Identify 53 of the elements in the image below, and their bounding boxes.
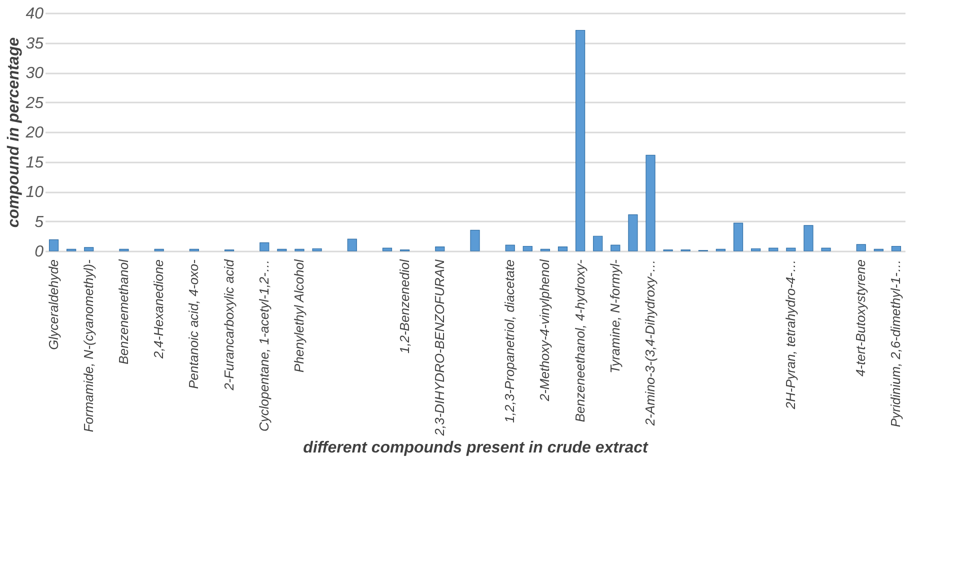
y-tick-label: 35 (26, 35, 44, 52)
x-axis-title: different compounds present in crude extract (303, 440, 648, 457)
x-tick-label: 2-Furancarboxylic acid (221, 258, 236, 392)
bar (751, 248, 761, 252)
bar (48, 239, 59, 252)
x-tick-label: Glyceraldehyde (46, 260, 61, 350)
bar (347, 238, 357, 252)
x-tick-label: 4-tert-Butoxystyrene (853, 260, 868, 377)
bar (84, 247, 94, 252)
x-tick-label: Phenylethyl Alcohol (291, 258, 306, 372)
bar (382, 248, 392, 252)
x-tick-label: 2-Amino-3-(3,4-Dihydroxy-… (642, 260, 658, 427)
bar (821, 248, 831, 252)
y-tick-label: 15 (26, 154, 44, 172)
bar (593, 236, 603, 252)
y-tick-label: 0 (34, 244, 44, 260)
bar (856, 244, 866, 252)
bar (260, 242, 270, 252)
bar (786, 248, 796, 252)
bar (610, 244, 620, 252)
x-tick-label: Pentanoic acid, 4-oxo- (186, 258, 202, 389)
y-tick-label: 10 (26, 184, 44, 201)
x-tick-label: Benzeneethanol, 4-hydroxy- (572, 258, 588, 422)
bar (558, 246, 568, 252)
x-tick-label: 2,4-Hexanedione (151, 260, 166, 360)
bar (505, 244, 515, 252)
x-tick-label: Benzenemethanol (116, 258, 131, 364)
bar (435, 246, 445, 252)
y-tick-label: 20 (24, 124, 44, 142)
y-tick-label: 30 (26, 65, 44, 82)
bar (891, 246, 902, 252)
x-tick-label: Formamide, N-(cyanomethyl)- (80, 258, 96, 432)
x-tick-label: Pyridinium, 2,6-dimethyl-1-… (888, 260, 904, 428)
y-tick-label: 40 (26, 6, 44, 22)
x-tick-label: 1,2-Benzenediol (396, 258, 412, 354)
y-tick-label: 25 (24, 94, 44, 112)
bar (768, 248, 778, 252)
x-tick-label: Tyramine, N-formyl- (607, 258, 622, 374)
x-tick-label: 2-Methoxy-4-vinylphenol (537, 258, 552, 402)
x-tick-label: 1,2,3-Propanetriol, diacetate (502, 260, 518, 423)
bar (804, 225, 814, 252)
bar (312, 248, 322, 252)
x-tick-label: Cyclopentane, 1-acetyl-1,2-… (256, 260, 272, 432)
bar (470, 230, 480, 252)
bar (733, 222, 744, 252)
y-axis-title: compound in percentage (6, 37, 23, 228)
x-tick-label: 2H-Pyran, tetrahydro-4-… (782, 260, 798, 410)
bar (522, 246, 532, 252)
y-tick-label: 5 (34, 214, 44, 231)
bar (646, 154, 656, 252)
bar (628, 214, 638, 252)
x-tick-label: 2,3-DIHYDRO-BENZOFURAN (432, 258, 447, 437)
bar (576, 30, 586, 252)
